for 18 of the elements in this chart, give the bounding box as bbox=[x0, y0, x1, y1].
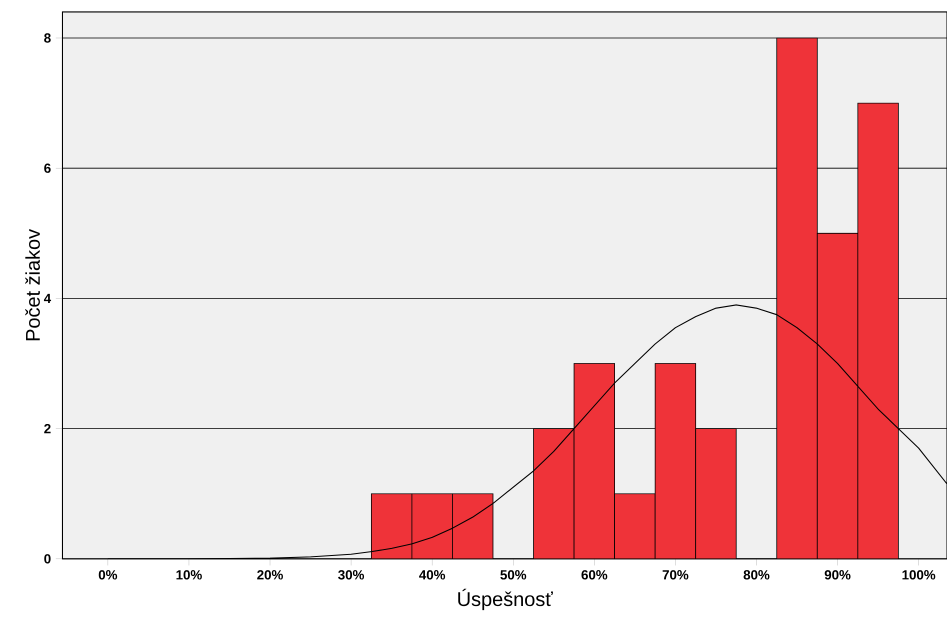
x-axis-title: Úspešnosť bbox=[458, 588, 553, 610]
x-tick-label: 70% bbox=[662, 570, 688, 580]
x-tick-label: 30% bbox=[338, 570, 364, 580]
y-axis-title: Počet žiakov bbox=[25, 229, 40, 340]
y-tick-label: 4 bbox=[44, 294, 52, 304]
y-tick-label: 6 bbox=[44, 164, 51, 174]
x-tick-label: 0% bbox=[98, 570, 118, 580]
y-tick-label: 0 bbox=[44, 554, 51, 564]
x-tick-label: 100% bbox=[902, 570, 936, 580]
x-tick-label: 20% bbox=[257, 570, 283, 580]
x-tick-label: 80% bbox=[744, 570, 770, 580]
y-tick-label: 8 bbox=[44, 34, 51, 43]
x-tick-label: 90% bbox=[824, 570, 850, 580]
x-tick-label: 60% bbox=[582, 570, 608, 580]
x-tick-label: 50% bbox=[500, 570, 526, 580]
x-tick-label: 40% bbox=[419, 570, 446, 580]
x-tick-label: 10% bbox=[176, 570, 202, 580]
y-tick-label: 2 bbox=[44, 424, 51, 434]
